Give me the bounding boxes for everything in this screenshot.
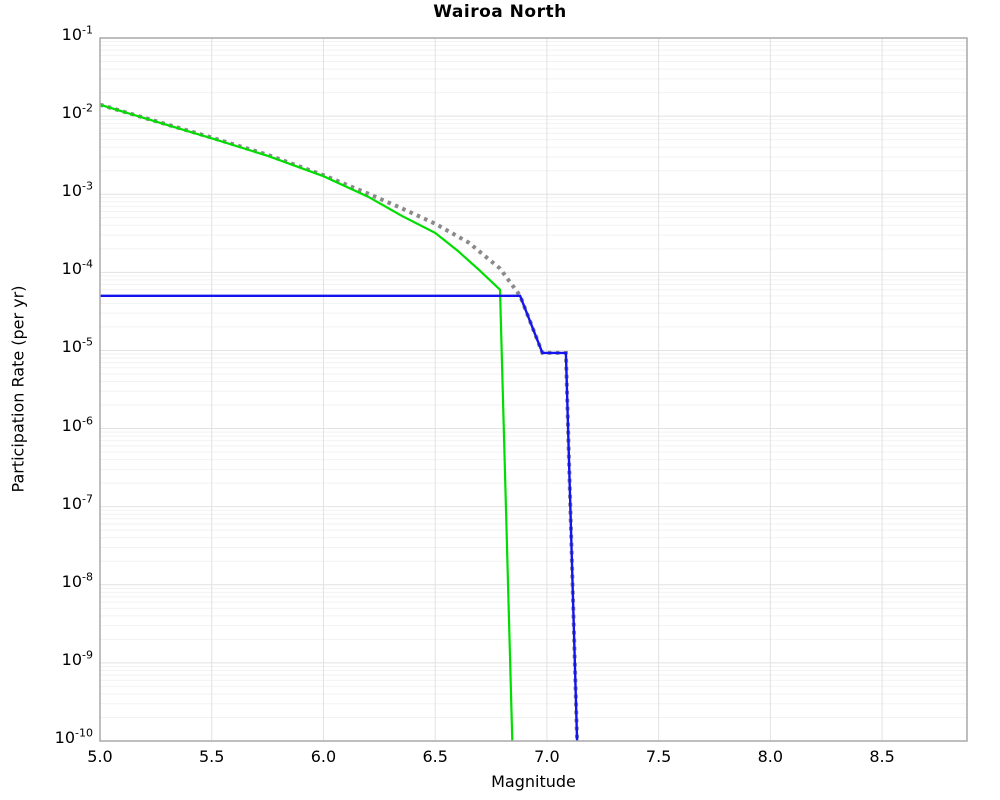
series-lines bbox=[99, 102, 580, 742]
y-tick-label: 10-7 bbox=[61, 492, 93, 513]
y-tick-label: 10-8 bbox=[61, 570, 93, 591]
y-tick-label: 10-2 bbox=[61, 101, 93, 123]
y-tick-label: 10-9 bbox=[61, 648, 93, 669]
y-tick-label: 10-10 bbox=[54, 726, 93, 747]
x-tick-label: 7.5 bbox=[645, 747, 672, 766]
y-axis-label: Participation Rate (per yr) bbox=[8, 285, 28, 493]
x-tick-label: 8.5 bbox=[869, 747, 895, 766]
x-tick-label: 6.5 bbox=[422, 747, 448, 766]
x-tick-label: 8.0 bbox=[757, 747, 784, 766]
series-blue-solid-curve bbox=[100, 294, 579, 742]
minor-gridlines bbox=[100, 41, 967, 718]
plot-frame bbox=[99, 37, 968, 742]
y-tick-label: 10-1 bbox=[61, 23, 93, 44]
series-gray-dotted-curve bbox=[99, 102, 580, 742]
x-tick-label: 7.0 bbox=[534, 747, 560, 766]
x-tick-label: 5.5 bbox=[198, 747, 225, 766]
y-tick-label: 10-3 bbox=[61, 179, 93, 201]
series-green-solid-curve bbox=[99, 103, 514, 742]
chart-title: Wairoa North bbox=[433, 2, 567, 22]
y-tick-label: 10-6 bbox=[61, 414, 93, 435]
x-axis-label: Magnitude bbox=[491, 772, 576, 791]
y-tick-label: 10-4 bbox=[61, 258, 93, 279]
x-tick-label: 5.0 bbox=[87, 747, 113, 766]
x-tick-label: 6.0 bbox=[310, 747, 337, 766]
y-tick-label: 10-5 bbox=[61, 336, 93, 357]
